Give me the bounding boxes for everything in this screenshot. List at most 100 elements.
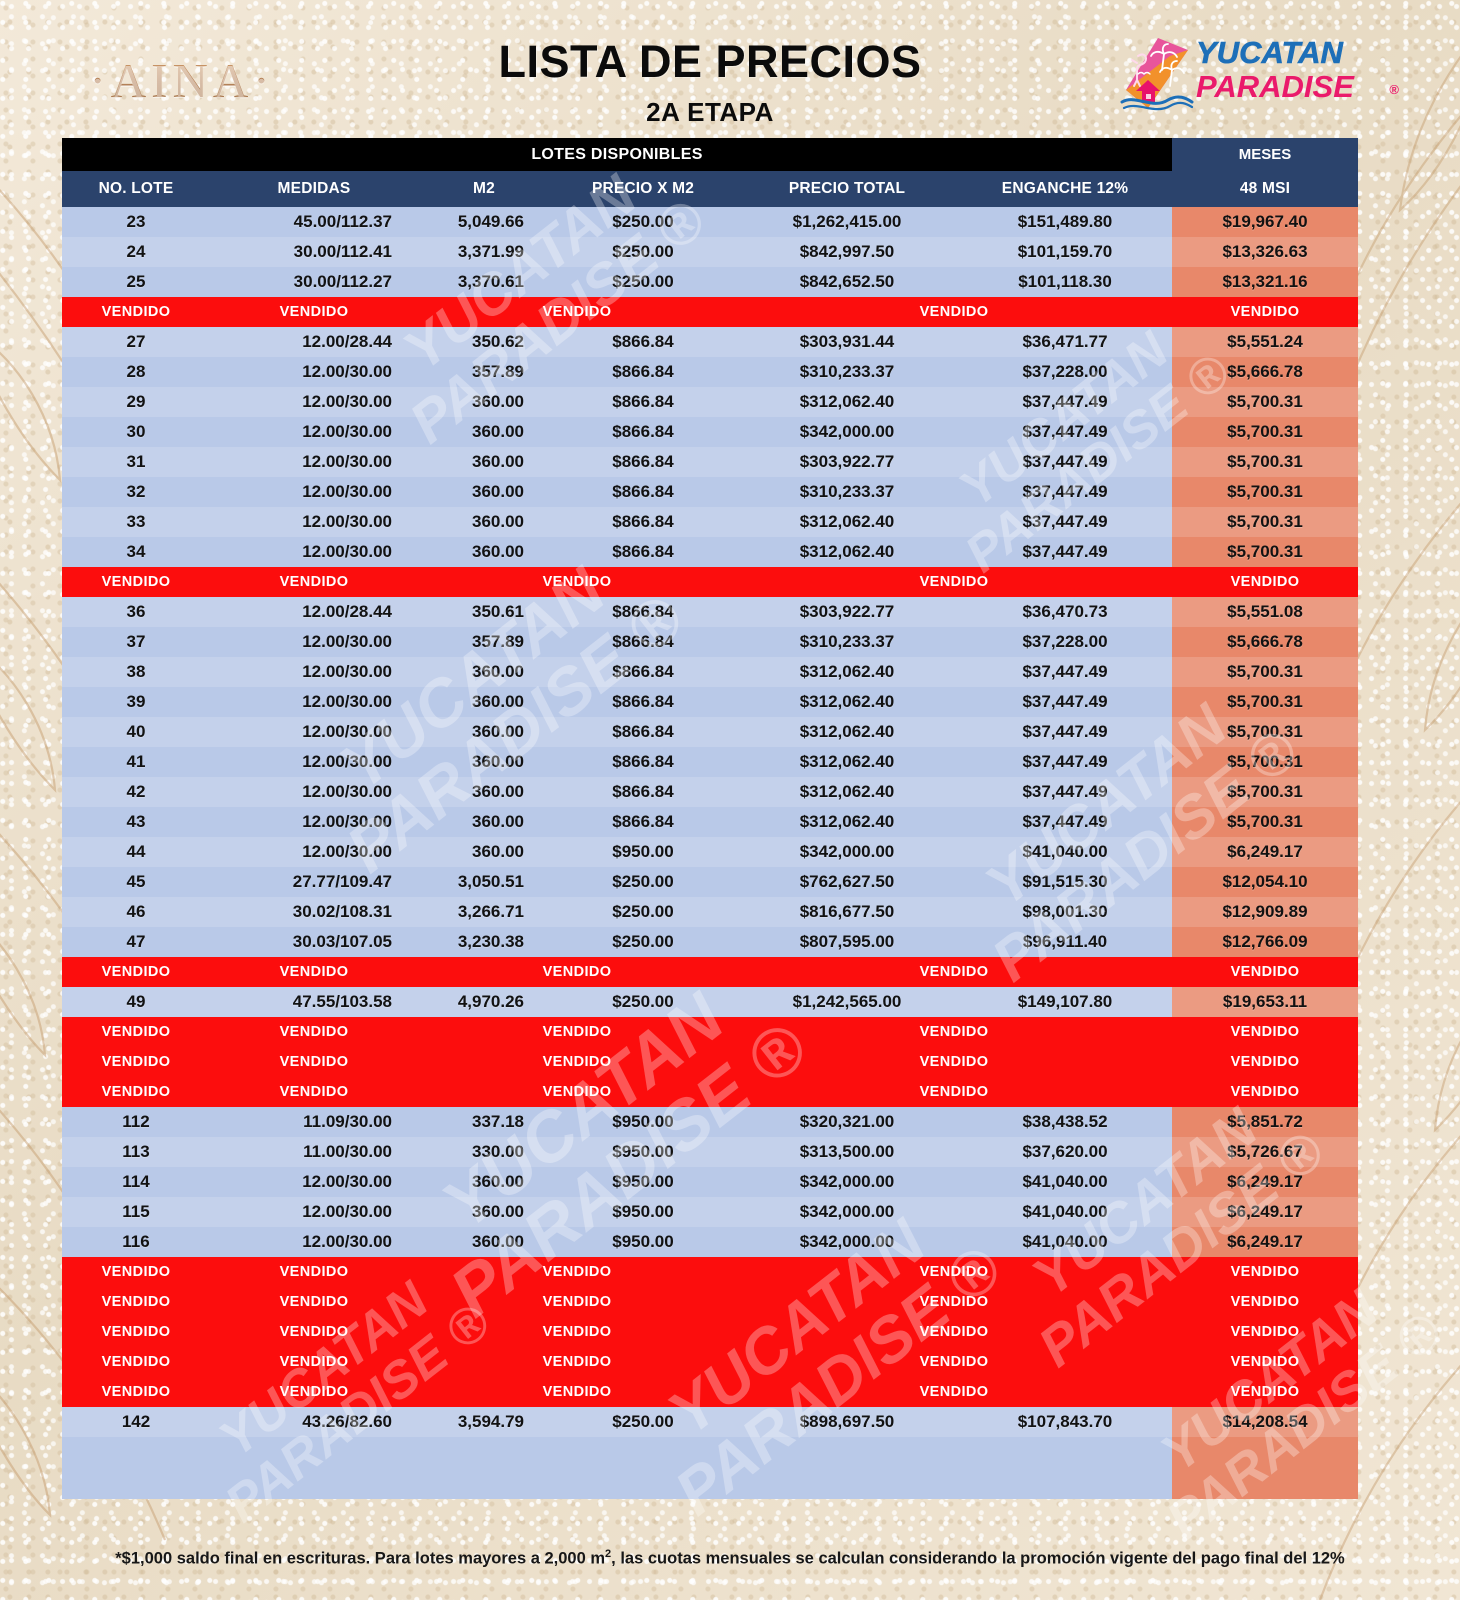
sold-badge: VENDIDO [1230, 1354, 1300, 1370]
cell-precio-x-m2: $866.84 [612, 812, 674, 831]
table-row: 34 12.00/30.00 360.00 $866.84 $312,062.40 $37… [62, 537, 1358, 567]
cell-48-msi: $5,700.31 [1227, 542, 1303, 561]
cell-no-lote: 29 [126, 392, 146, 411]
cell-precio-total: $807,595.00 [799, 932, 895, 951]
cell-no-lote: 47 [126, 932, 146, 951]
cell-precio-total: $342,000.00 [799, 422, 895, 441]
cell-48-msi: $5,666.78 [1227, 632, 1303, 651]
table-row: 38 12.00/30.00 360.00 $866.84 $312,062.40 $37… [62, 657, 1358, 687]
cell-medidas: 12.00/30.00 [302, 662, 392, 681]
cell-m2: 350.62 [472, 332, 524, 351]
cell-precio-x-m2: $866.84 [612, 482, 674, 501]
cell-enganche: $36,470.73 [1022, 602, 1108, 621]
cell-48-msi: $12,766.09 [1222, 932, 1308, 951]
cell-no-lote: 142 [121, 1412, 151, 1431]
table-row: 116 12.00/30.00 360.00 $950.00 $342,000.00 $4… [62, 1227, 1358, 1257]
cell-precio-total: $1,242,565.00 [792, 992, 902, 1011]
cell-no-lote: 28 [126, 362, 146, 381]
cell-precio-x-m2: $250.00 [612, 242, 674, 261]
cell-medidas: 11.09/30.00 [303, 1112, 392, 1131]
cell-precio-x-m2: $866.84 [612, 362, 674, 381]
cell-m2: 3,371.99 [457, 242, 524, 261]
cell-precio-x-m2: $950.00 [612, 1112, 674, 1131]
cell-m2: 3,594.79 [457, 1412, 524, 1431]
sold-badge: VENDIDO [919, 304, 989, 320]
sold-badge: VENDIDO [279, 1324, 349, 1340]
table-row-sold: VENDIDO VENDIDO VENDIDO VENDIDO VENDIDO [62, 1317, 1358, 1347]
cell-medidas: 12.00/30.00 [302, 692, 392, 711]
table-row: 44 12.00/30.00 360.00 $950.00 $342,000.00 $41… [62, 837, 1358, 867]
sold-badge: VENDIDO [919, 1294, 989, 1310]
cell-precio-x-m2: $866.84 [612, 422, 674, 441]
cell-medidas: 30.00/112.27 [293, 272, 392, 291]
sold-badge: VENDIDO [279, 1054, 349, 1070]
cell-enganche: $41,040.00 [1022, 1172, 1108, 1191]
cell-no-lote: 38 [126, 662, 146, 681]
sold-badge: VENDIDO [279, 1354, 349, 1370]
cell-m2: 337.18 [472, 1112, 524, 1131]
sold-badge: VENDIDO [101, 1324, 171, 1340]
sold-badge: VENDIDO [1230, 964, 1300, 980]
cell-m2: 360.00 [472, 512, 524, 531]
cell-precio-total: $303,922.77 [799, 452, 895, 471]
table-row-sold: VENDIDO VENDIDO VENDIDO VENDIDO VENDIDO [62, 1077, 1358, 1107]
cell-precio-x-m2: $866.84 [612, 662, 674, 681]
cell-enganche: $37,447.49 [1022, 482, 1108, 501]
cell-48-msi: $19,967.40 [1222, 212, 1308, 231]
cell-medidas: 30.00/112.41 [293, 242, 392, 261]
cell-medidas: 30.02/108.31 [292, 902, 392, 921]
cell-precio-total: $898,697.50 [799, 1412, 895, 1431]
sold-badge: VENDIDO [101, 964, 171, 980]
cell-m2: 360.00 [472, 392, 524, 411]
cell-precio-x-m2: $866.84 [612, 782, 674, 801]
cell-precio-x-m2: $866.84 [612, 752, 674, 771]
sold-badge: VENDIDO [1230, 574, 1300, 590]
sold-badge: VENDIDO [1230, 1084, 1300, 1100]
cell-precio-total: $342,000.00 [799, 842, 895, 861]
cell-medidas: 12.00/30.00 [302, 362, 392, 381]
table-body: YUCATAN PARADISE ® YUCATAN PARADISE ® YUCA… [62, 163, 1453, 1551]
cell-enganche: $37,447.49 [1022, 812, 1108, 831]
cell-enganche: $37,620.00 [1022, 1142, 1108, 1161]
cell-no-lote: 37 [126, 632, 146, 651]
sold-badge: VENDIDO [1230, 304, 1300, 320]
cell-m2: 5,049.66 [457, 212, 524, 231]
cell-48-msi: $12,054.10 [1222, 872, 1308, 891]
cell-precio-total: $312,062.40 [799, 752, 895, 771]
sold-badge: VENDIDO [101, 1054, 171, 1070]
yucatan-paradise-mark-icon [1120, 38, 1194, 111]
column-header-enganche: ENGANCHE 12% [1001, 180, 1129, 197]
table-row-sold: VENDIDO VENDIDO VENDIDO VENDIDO VENDIDO [62, 1047, 1358, 1077]
sold-badge: VENDIDO [1230, 1024, 1300, 1040]
cell-enganche: $37,447.49 [1022, 392, 1108, 411]
page-subtitle: 2A ETAPA [646, 97, 774, 127]
registered-trademark-icon: ® [1389, 82, 1399, 97]
table-row-sold: VENDIDO VENDIDO VENDIDO VENDIDO VENDIDO [62, 1017, 1358, 1047]
cell-medidas: 12.00/30.00 [302, 452, 392, 471]
cell-medidas: 12.00/30.00 [302, 542, 392, 561]
cell-precio-x-m2: $950.00 [612, 1232, 674, 1251]
sold-badge: VENDIDO [101, 1354, 171, 1370]
cell-enganche: $91,515.30 [1022, 872, 1108, 891]
cell-precio-total: $312,062.40 [799, 722, 895, 741]
cell-no-lote: 46 [126, 902, 146, 921]
cell-m2: 360.00 [472, 692, 524, 711]
cell-48-msi: $6,249.17 [1227, 1172, 1303, 1191]
cell-m2: 330.00 [472, 1142, 524, 1161]
cell-medidas: 43.26/82.60 [302, 1412, 392, 1431]
cell-m2: 360.00 [472, 662, 524, 681]
table-row: 32 12.00/30.00 360.00 $866.84 $310,233.37 $37… [62, 477, 1358, 507]
sold-badge: VENDIDO [1230, 1294, 1300, 1310]
table-row: 25 30.00/112.27 3,370.61 $250.00 $842,652.50… [62, 267, 1358, 297]
cell-precio-x-m2: $250.00 [612, 212, 674, 231]
cell-48-msi: $5,851.72 [1227, 1112, 1303, 1131]
sold-badge: VENDIDO [101, 574, 171, 590]
footnote-part-1: *$1,000 saldo final en escrituras. Para … [115, 1549, 606, 1568]
cell-no-lote: 113 [122, 1142, 150, 1161]
cell-48-msi: $5,700.31 [1227, 452, 1303, 471]
cell-no-lote: 45 [126, 872, 146, 891]
cell-m2: 350.61 [472, 602, 524, 621]
cell-m2: 360.00 [472, 1172, 524, 1191]
table-row: 114 12.00/30.00 360.00 $950.00 $342,000.00 $4… [62, 1167, 1358, 1197]
cell-enganche: $41,040.00 [1022, 842, 1108, 861]
